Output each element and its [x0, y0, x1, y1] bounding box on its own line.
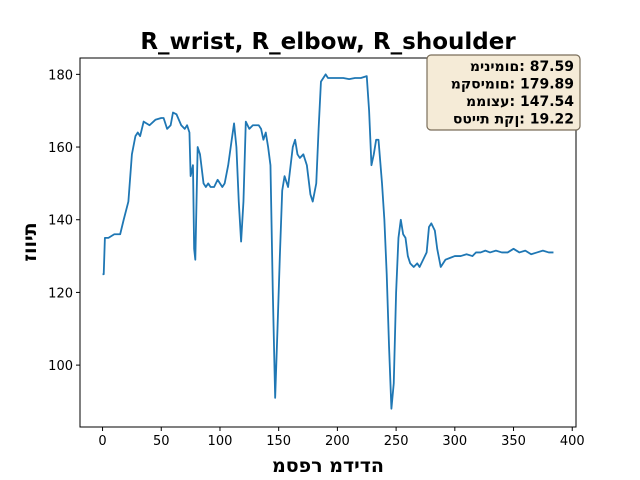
- plot-frame: [79, 57, 577, 428]
- chart-title: R_wrist, R_elbow, R_shoulder: [140, 29, 516, 55]
- x-tick-label: 350: [501, 434, 526, 449]
- x-tick-label: 150: [266, 434, 291, 449]
- stats-box: [426, 54, 581, 131]
- data-line: [102, 73, 554, 410]
- x-axis-label: מספר מדידה: [272, 455, 384, 477]
- y-tick-label: 120: [48, 286, 73, 301]
- x-tick-label: 400: [560, 434, 585, 449]
- x-tick-label: 50: [153, 434, 170, 449]
- x-tick-label: 300: [442, 434, 467, 449]
- y-axis-label: זווית: [19, 222, 41, 261]
- y-tick-label: 160: [48, 141, 73, 156]
- x-tick-label: 200: [325, 434, 350, 449]
- y-tick-label: 100: [48, 359, 73, 374]
- stats-line: מינימום: 87.59: [470, 59, 574, 75]
- stats-line: מקסימום: 179.89: [451, 77, 574, 93]
- y-tick-label: 180: [48, 68, 73, 83]
- x-tick-label: 100: [208, 434, 233, 449]
- stats-line: ממוצע: 147.54: [466, 94, 574, 110]
- x-tick-label: 0: [98, 434, 106, 449]
- y-tick-label: 140: [48, 214, 73, 229]
- stats-line: סטיית תקן: 19.22: [453, 112, 574, 128]
- x-tick-label: 250: [384, 434, 409, 449]
